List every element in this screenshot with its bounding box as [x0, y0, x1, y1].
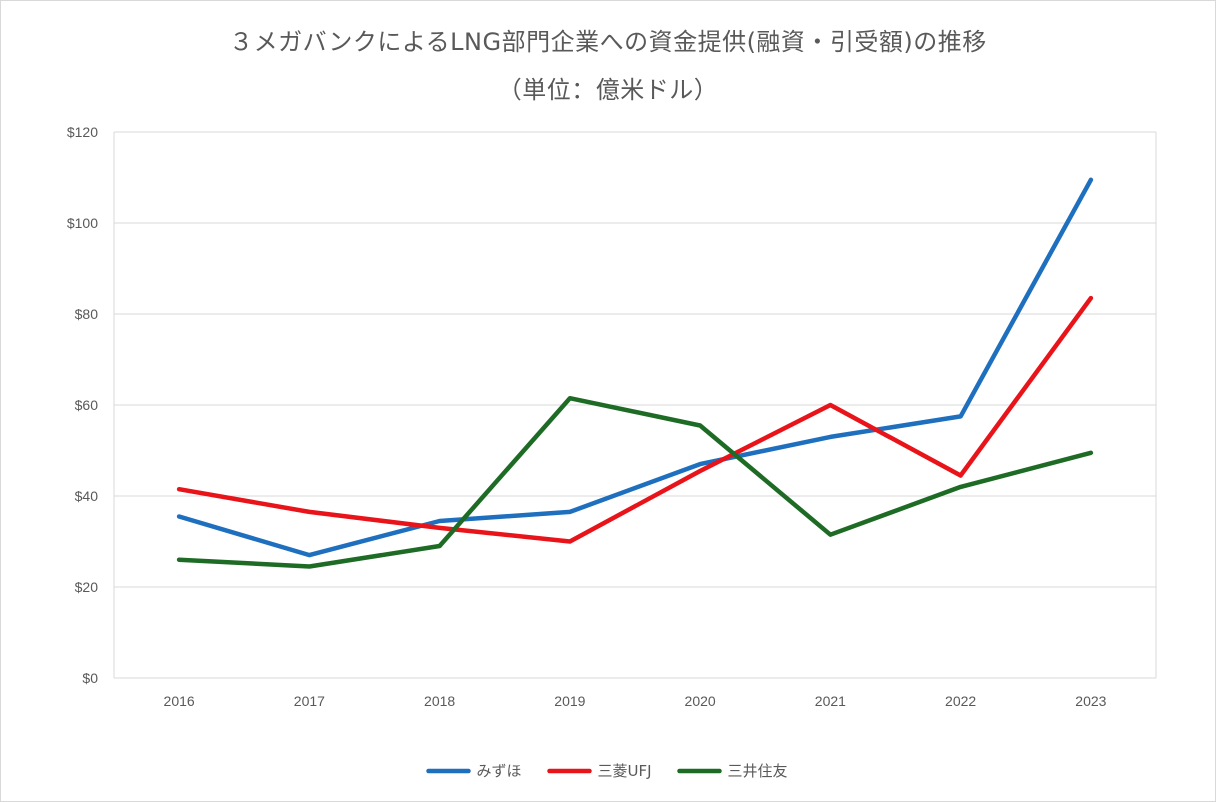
y-tick-label: $100: [67, 215, 98, 231]
legend-item: みずほ: [426, 762, 522, 780]
y-tick-label: $40: [75, 488, 99, 504]
series-line-三菱UFJ: [176, 295, 1094, 544]
y-tick-label: $80: [75, 306, 99, 322]
y-tick-label: $20: [75, 579, 99, 595]
x-tick-label: 2020: [685, 693, 716, 709]
legend-label: 三井住友: [728, 762, 788, 780]
x-tick-label: 2018: [424, 693, 455, 709]
chart-title: ３メガバンクによるLNG部門企業への資金提供(融資・引受額)の推移: [229, 28, 987, 56]
series-line-三井住友: [176, 395, 1094, 569]
x-tick-label: 2016: [164, 693, 195, 709]
x-tick-label: 2023: [1075, 693, 1106, 709]
x-tick-label: 2021: [815, 693, 846, 709]
y-tick-label: $120: [67, 124, 98, 140]
x-tick-label: 2017: [294, 693, 325, 709]
y-tick-label: $60: [75, 397, 99, 413]
x-tick-label: 2022: [945, 693, 976, 709]
x-tick-label: 2019: [554, 693, 585, 709]
y-tick-label: $0: [82, 670, 98, 686]
legend-label: みずほ: [477, 762, 522, 780]
legend-item: 三菱UFJ: [547, 762, 652, 780]
chart-subtitle: （単位：億米ドル）: [497, 76, 719, 104]
legend-label: 三菱UFJ: [598, 762, 652, 780]
legend-item: 三井住友: [677, 762, 788, 780]
series-line-みずほ: [176, 177, 1094, 558]
